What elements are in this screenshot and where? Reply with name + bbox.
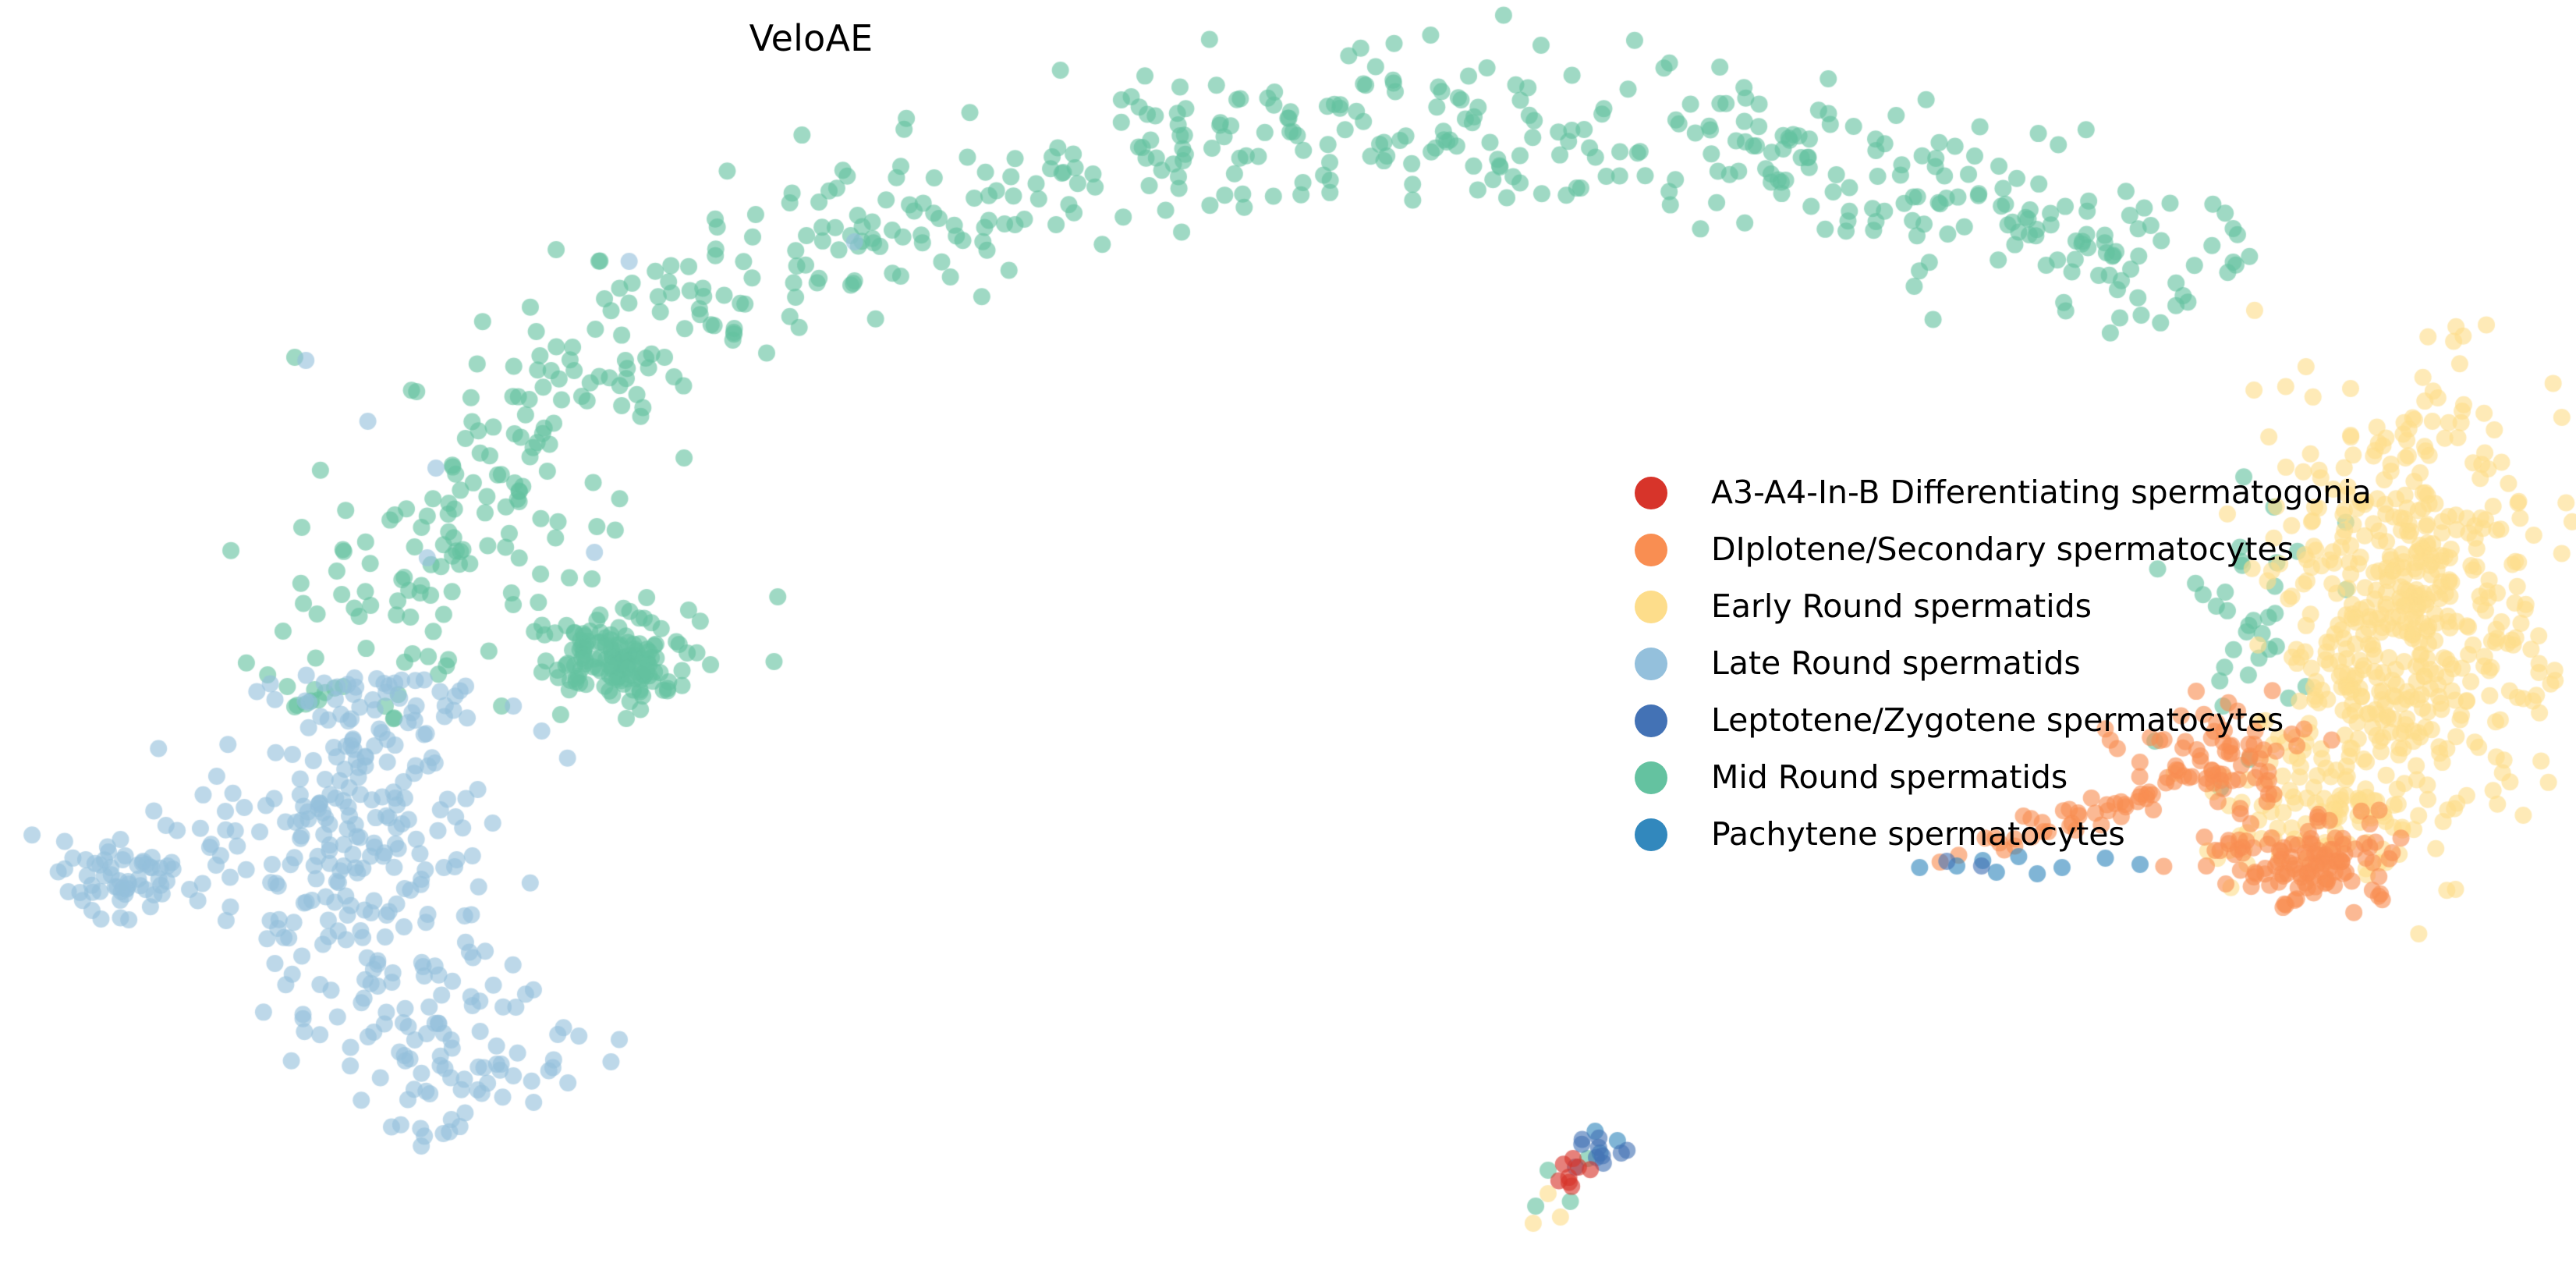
legend-item-label: Pachytene spermatocytes [1711,815,2125,853]
legend-swatch-icon [1635,476,1667,509]
legend-swatch-icon [1635,647,1667,680]
legend-item-pachytene-spermatocytes[interactable]: Pachytene spermatocytes [1630,806,2566,863]
legend-swatch-icon [1635,761,1667,794]
legend-swatch-icon [1635,704,1667,737]
legend-swatch-icon [1635,533,1667,566]
legend-item-mid-round-spermatids[interactable]: Mid Round spermatids [1630,749,2566,806]
legend-item-late-round-spermatids[interactable]: Late Round spermatids [1630,635,2566,692]
legend-item-early-round-spermatids[interactable]: Early Round spermatids [1630,578,2566,635]
legend-swatch-icon [1635,590,1667,623]
legend-item-diplotene-secondary-spermatocytes[interactable]: DIplotene/Secondary spermatocytes [1630,521,2566,578]
legend-item-label: A3-A4-In-B Differentiating spermatogonia [1711,474,2372,511]
legend-item-label: Mid Round spermatids [1711,758,2068,796]
legend-item-leptotene-zygotene-spermatocytes[interactable]: Leptotene/Zygotene spermatocytes [1630,692,2566,749]
legend-item-label: Leptotene/Zygotene spermatocytes [1711,701,2284,739]
legend-item-label: Early Round spermatids [1711,587,2092,625]
legend-swatch-icon [1635,818,1667,851]
legend-item-a3-a4-in-b-differentiating-spermatogonia[interactable]: A3-A4-In-B Differentiating spermatogonia [1630,464,2566,521]
legend: A3-A4-In-B Differentiating spermatogonia… [1630,464,2566,863]
legend-item-label: Late Round spermatids [1711,644,2081,682]
legend-item-label: DIplotene/Secondary spermatocytes [1711,531,2294,568]
